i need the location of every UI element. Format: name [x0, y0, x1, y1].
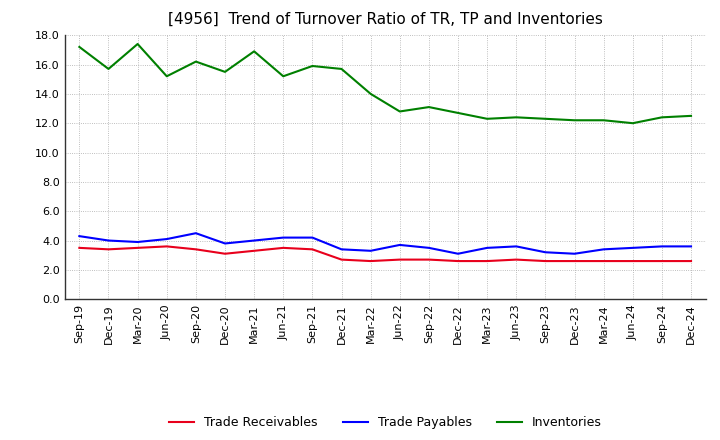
Inventories — [687, 113, 696, 118]
Line: Inventories: Inventories — [79, 44, 691, 123]
Trade Receivables — [483, 258, 492, 264]
Trade Receivables — [629, 258, 637, 264]
Trade Receivables — [279, 245, 287, 250]
Title: [4956]  Trend of Turnover Ratio of TR, TP and Inventories: [4956] Trend of Turnover Ratio of TR, TP… — [168, 12, 603, 27]
Trade Receivables — [75, 245, 84, 250]
Trade Payables — [599, 247, 608, 252]
Trade Payables — [192, 231, 200, 236]
Trade Receivables — [104, 247, 113, 252]
Trade Payables — [657, 244, 666, 249]
Trade Payables — [75, 234, 84, 239]
Trade Receivables — [250, 248, 258, 253]
Trade Receivables — [337, 257, 346, 262]
Trade Payables — [395, 242, 404, 248]
Trade Payables — [687, 244, 696, 249]
Inventories — [337, 66, 346, 72]
Trade Payables — [454, 251, 462, 257]
Trade Receivables — [454, 258, 462, 264]
Trade Receivables — [512, 257, 521, 262]
Trade Receivables — [541, 258, 550, 264]
Inventories — [163, 73, 171, 79]
Inventories — [512, 115, 521, 120]
Trade Receivables — [192, 247, 200, 252]
Trade Receivables — [308, 247, 317, 252]
Inventories — [541, 116, 550, 121]
Trade Receivables — [599, 258, 608, 264]
Trade Payables — [250, 238, 258, 243]
Trade Payables — [133, 239, 142, 245]
Trade Payables — [220, 241, 229, 246]
Inventories — [425, 104, 433, 110]
Inventories — [75, 44, 84, 50]
Inventories — [104, 66, 113, 72]
Inventories — [570, 117, 579, 123]
Trade Receivables — [687, 258, 696, 264]
Inventories — [220, 69, 229, 74]
Legend: Trade Receivables, Trade Payables, Inventories: Trade Receivables, Trade Payables, Inven… — [169, 416, 601, 429]
Trade Payables — [366, 248, 375, 253]
Inventories — [308, 63, 317, 69]
Trade Payables — [483, 245, 492, 250]
Inventories — [250, 49, 258, 54]
Trade Payables — [629, 245, 637, 250]
Trade Receivables — [163, 244, 171, 249]
Inventories — [657, 115, 666, 120]
Inventories — [454, 110, 462, 116]
Inventories — [366, 91, 375, 96]
Inventories — [133, 41, 142, 47]
Line: Trade Payables: Trade Payables — [79, 233, 691, 254]
Trade Receivables — [395, 257, 404, 262]
Trade Receivables — [570, 258, 579, 264]
Trade Payables — [279, 235, 287, 240]
Trade Payables — [425, 245, 433, 250]
Trade Receivables — [657, 258, 666, 264]
Trade Payables — [104, 238, 113, 243]
Inventories — [483, 116, 492, 121]
Trade Receivables — [425, 257, 433, 262]
Trade Payables — [163, 236, 171, 242]
Trade Receivables — [133, 245, 142, 250]
Trade Receivables — [220, 251, 229, 257]
Trade Payables — [570, 251, 579, 257]
Trade Payables — [308, 235, 317, 240]
Inventories — [599, 117, 608, 123]
Line: Trade Receivables: Trade Receivables — [79, 246, 691, 261]
Inventories — [192, 59, 200, 64]
Trade Payables — [512, 244, 521, 249]
Inventories — [629, 121, 637, 126]
Trade Payables — [337, 247, 346, 252]
Inventories — [395, 109, 404, 114]
Inventories — [279, 73, 287, 79]
Trade Payables — [541, 249, 550, 255]
Trade Receivables — [366, 258, 375, 264]
